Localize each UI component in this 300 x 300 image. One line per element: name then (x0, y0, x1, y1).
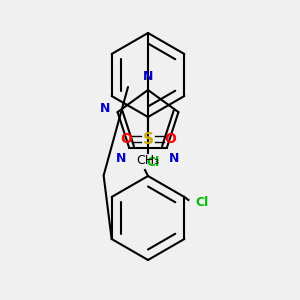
Text: S: S (142, 131, 154, 146)
Text: N: N (169, 152, 180, 165)
Text: Cl: Cl (146, 155, 160, 169)
Text: N: N (116, 152, 127, 165)
Text: Cl: Cl (196, 196, 209, 208)
Text: CH₃: CH₃ (136, 154, 160, 167)
Text: N: N (143, 70, 153, 83)
Text: O: O (164, 132, 176, 146)
Text: N: N (100, 102, 110, 115)
Text: O: O (120, 132, 132, 146)
